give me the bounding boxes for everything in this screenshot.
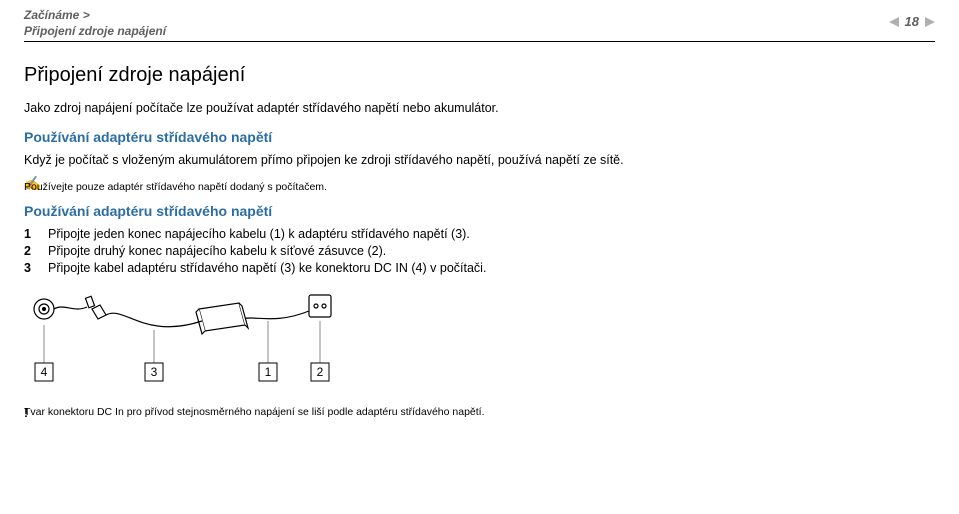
page-number: 18 xyxy=(905,14,919,29)
step-item: 2 Připojte druhý konec napájecího kabelu… xyxy=(24,244,935,258)
step-text: Připojte kabel adaptéru střídavého napět… xyxy=(48,261,486,275)
diagram-label-2: 2 xyxy=(317,365,324,379)
breadcrumb-line1: Začínáme > xyxy=(24,8,166,24)
step-number: 1 xyxy=(24,227,36,241)
step-item: 3 Připojte kabel adaptéru střídavého nap… xyxy=(24,261,935,275)
diagram-label-3: 3 xyxy=(151,365,158,379)
page-title: Připojení zdroje napájení xyxy=(24,64,935,87)
note-text: Používejte pouze adaptér střídavého napě… xyxy=(24,180,935,193)
step-text: Připojte jeden konec napájecího kabelu (… xyxy=(48,227,470,241)
steps-list: 1 Připojte jeden konec napájecího kabelu… xyxy=(24,227,935,275)
section-title-2: Používání adaptéru střídavého napětí xyxy=(24,203,935,219)
diagram-label-1: 1 xyxy=(265,365,272,379)
page-indicator: 18 xyxy=(889,14,935,29)
header-divider xyxy=(24,41,935,42)
breadcrumb: Začínáme > Připojení zdroje napájení xyxy=(24,8,166,39)
step-number: 2 xyxy=(24,244,36,258)
step-item: 1 Připojte jeden konec napájecího kabelu… xyxy=(24,227,935,241)
prev-page-icon[interactable] xyxy=(889,17,899,27)
intro-paragraph: Jako zdroj napájení počítače lze používa… xyxy=(24,101,935,115)
adapter-diagram: 4 3 1 2 xyxy=(24,285,935,400)
diagram-label-4: 4 xyxy=(41,365,48,379)
section-1-paragraph: Když je počítač s vloženým akumulátorem … xyxy=(24,153,935,167)
breadcrumb-line2: Připojení zdroje napájení xyxy=(24,24,166,40)
next-page-icon[interactable] xyxy=(925,17,935,27)
warning-text: Tvar konektoru DC In pro přívod stejnosm… xyxy=(24,406,935,418)
step-text: Připojte druhý konec napájecího kabelu k… xyxy=(48,244,386,258)
section-title-1: Používání adaptéru střídavého napětí xyxy=(24,129,935,145)
step-number: 3 xyxy=(24,261,36,275)
